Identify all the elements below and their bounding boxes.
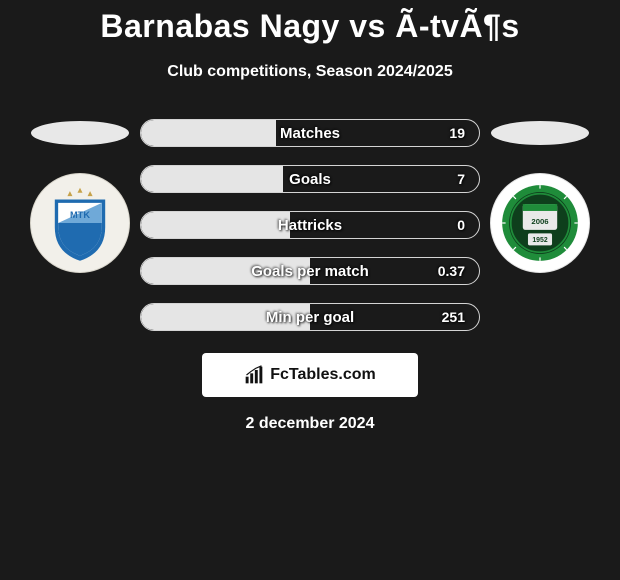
- stat-label: Min per goal: [266, 309, 354, 326]
- stat-row-goals-per-match: Goals per match 0.37: [140, 257, 480, 285]
- bar-chart-icon: [244, 365, 264, 385]
- stat-row-min-per-goal: Min per goal 251: [140, 303, 480, 331]
- svg-text:MTK: MTK: [70, 210, 90, 220]
- stat-row-goals: Goals 7: [140, 165, 480, 193]
- right-club-crest: 2006 1952: [490, 173, 590, 273]
- comparison-card: Barnabas Nagy vs Ã-tvÃ¶s Club competitio…: [0, 0, 620, 433]
- green-crest-icon: 2006 1952: [497, 180, 583, 266]
- stat-label: Goals per match: [251, 263, 369, 280]
- stat-value: 19: [449, 125, 465, 141]
- footer-date: 2 december 2024: [0, 415, 620, 433]
- brand-badge[interactable]: FcTables.com: [202, 353, 418, 397]
- stat-label: Hattricks: [278, 217, 342, 234]
- stat-value: 7: [457, 171, 465, 187]
- mtk-crest-icon: MTK: [38, 181, 122, 265]
- body-wrap: MTK Matches 19 Goals 7 Hattricks 0: [0, 119, 620, 331]
- left-player-column: MTK: [20, 119, 140, 331]
- stats-column: Matches 19 Goals 7 Hattricks 0 Goals per…: [140, 119, 480, 331]
- svg-text:2006: 2006: [531, 217, 549, 226]
- left-player-oval: [31, 121, 129, 145]
- stat-value: 0.37: [438, 263, 465, 279]
- page-subtitle: Club competitions, Season 2024/2025: [0, 63, 620, 81]
- stat-row-matches: Matches 19: [140, 119, 480, 147]
- stat-label: Goals: [289, 171, 331, 188]
- right-player-column: 2006 1952: [480, 119, 600, 331]
- stat-value: 251: [442, 309, 465, 325]
- left-club-crest: MTK: [30, 173, 130, 273]
- stat-fill: [141, 166, 283, 192]
- right-player-oval: [491, 121, 589, 145]
- page-title: Barnabas Nagy vs Ã-tvÃ¶s: [0, 8, 620, 45]
- stat-value: 0: [457, 217, 465, 233]
- brand-text: FcTables.com: [270, 366, 376, 384]
- stat-row-hattricks: Hattricks 0: [140, 211, 480, 239]
- svg-text:1952: 1952: [532, 237, 547, 244]
- stat-fill: [141, 212, 290, 238]
- stat-fill: [141, 120, 276, 146]
- stat-label: Matches: [280, 125, 340, 142]
